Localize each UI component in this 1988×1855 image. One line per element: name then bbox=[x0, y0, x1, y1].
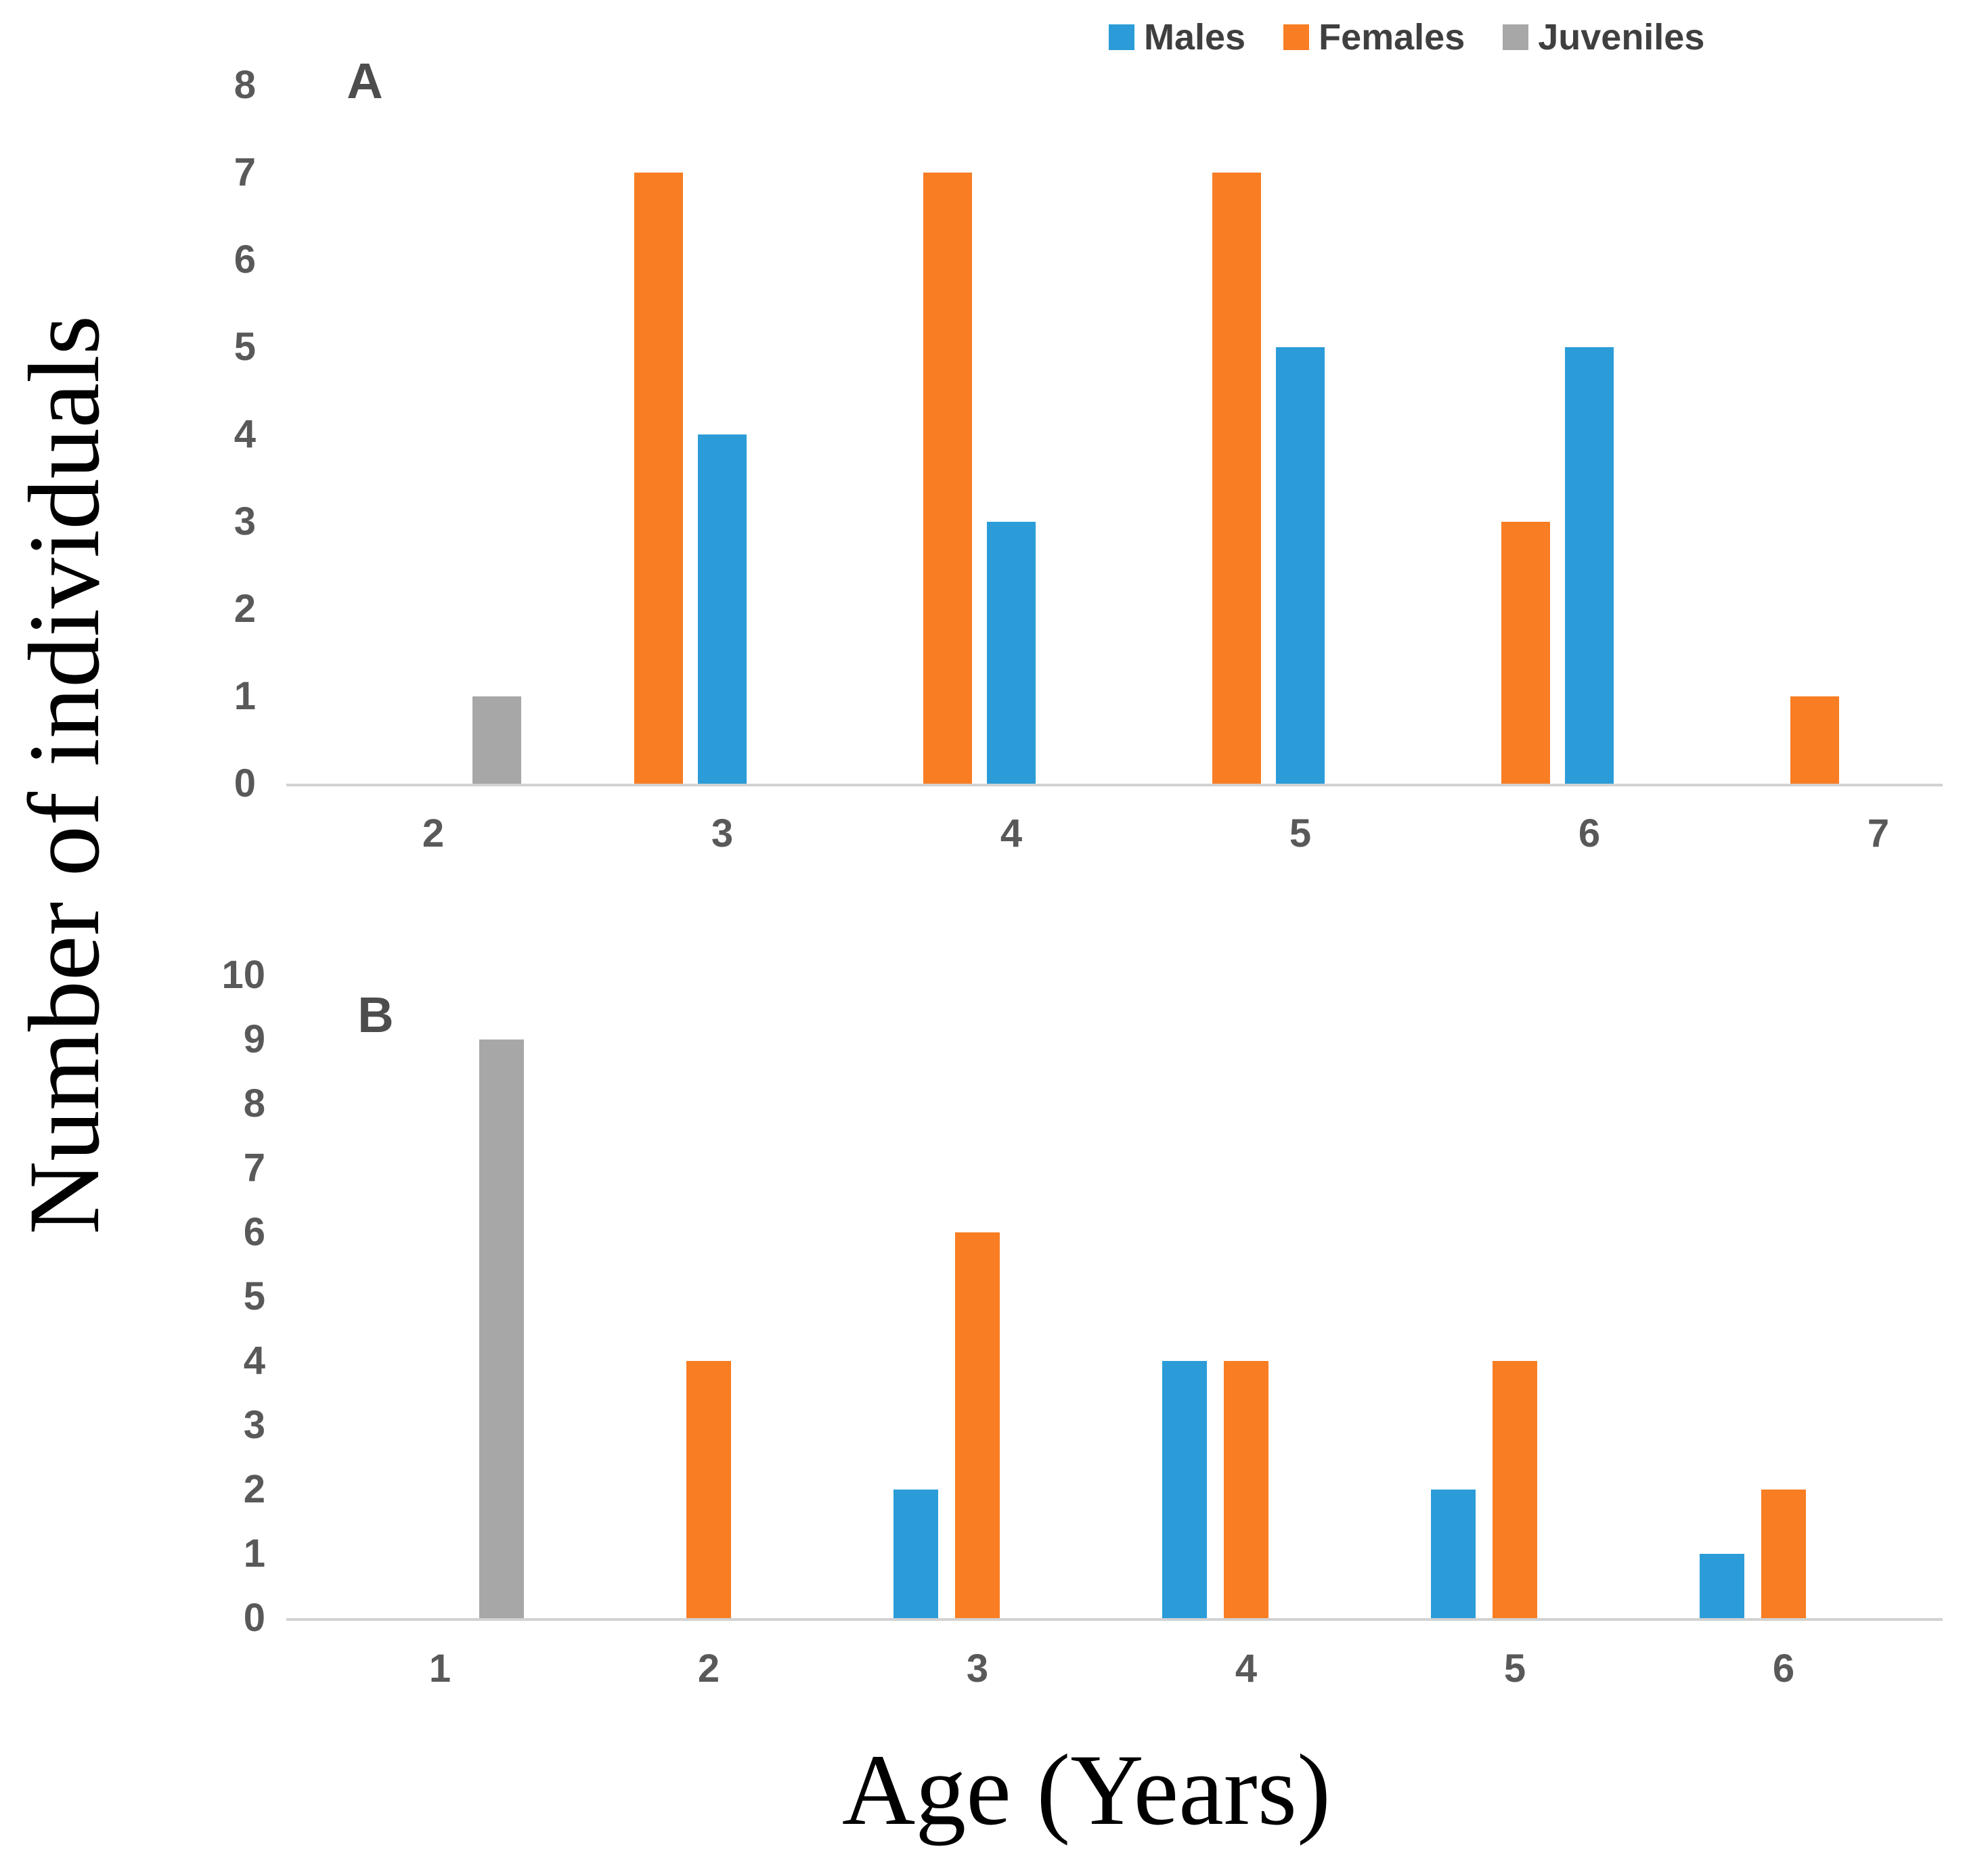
y-tick-label-b-0: 0 bbox=[243, 1596, 265, 1640]
bar-females-age-4 bbox=[1224, 1361, 1268, 1618]
x-tick-label-a-2: 2 bbox=[422, 811, 445, 855]
bar-females-age-5 bbox=[1212, 173, 1261, 784]
bar-females-age-3 bbox=[634, 173, 683, 784]
y-tick-label-b-8: 8 bbox=[243, 1081, 265, 1125]
legend-label-females: Females bbox=[1319, 17, 1465, 58]
x-tick-label-a-7: 7 bbox=[1867, 811, 1890, 855]
x-tick-label-b-5: 5 bbox=[1503, 1647, 1526, 1691]
chart-legend: Males Females Juveniles bbox=[1109, 19, 1704, 55]
legend-item-juveniles: Juveniles bbox=[1503, 19, 1704, 55]
bar-males-age-5 bbox=[1431, 1490, 1476, 1618]
y-tick-label-b-9: 9 bbox=[243, 1017, 265, 1061]
x-tick-label-a-5: 5 bbox=[1289, 811, 1312, 855]
bar-males-age-5 bbox=[1276, 347, 1325, 784]
panel-letter-b: B bbox=[357, 987, 394, 1043]
bar-males-age-6 bbox=[1700, 1554, 1744, 1618]
y-tick-label-a-6: 6 bbox=[234, 238, 256, 282]
y-tick-label-a-5: 5 bbox=[234, 325, 256, 369]
x-tick-label-a-4: 4 bbox=[1000, 811, 1023, 855]
y-tick-label-b-2: 2 bbox=[243, 1467, 265, 1511]
x-tick-label-a-6: 6 bbox=[1578, 811, 1601, 855]
x-tick-label-b-4: 4 bbox=[1235, 1647, 1258, 1691]
y-tick-label-b-4: 4 bbox=[243, 1339, 265, 1383]
legend-label-males: Males bbox=[1144, 17, 1246, 58]
bar-juveniles-age-2 bbox=[472, 696, 521, 784]
bar-males-age-6 bbox=[1565, 347, 1614, 784]
bar-females-age-2 bbox=[686, 1361, 731, 1618]
bar-males-age-3 bbox=[698, 434, 747, 784]
y-tick-label-a-0: 0 bbox=[234, 761, 256, 805]
legend-swatch-males-icon bbox=[1109, 24, 1134, 50]
y-tick-label-b-1: 1 bbox=[243, 1532, 265, 1575]
bar-males-age-4 bbox=[987, 522, 1036, 784]
bar-females-age-6 bbox=[1501, 522, 1550, 784]
panel-letter-a: A bbox=[347, 53, 383, 109]
y-tick-label-a-7: 7 bbox=[234, 150, 256, 194]
x-axis-line-b bbox=[286, 1618, 1943, 1621]
y-tick-label-a-2: 2 bbox=[234, 587, 256, 631]
y-tick-label-b-10: 10 bbox=[221, 953, 265, 997]
y-tick-label-b-7: 7 bbox=[243, 1146, 265, 1190]
legend-item-females: Females bbox=[1283, 19, 1465, 55]
bar-females-age-7 bbox=[1790, 696, 1839, 784]
y-tick-label-b-3: 3 bbox=[243, 1403, 265, 1447]
y-axis-title: Number of individuals bbox=[8, 315, 120, 1235]
y-tick-label-a-1: 1 bbox=[234, 674, 256, 718]
y-tick-label-b-5: 5 bbox=[243, 1274, 265, 1318]
bar-females-age-5 bbox=[1493, 1361, 1537, 1618]
x-tick-label-b-1: 1 bbox=[428, 1647, 451, 1691]
x-tick-label-a-3: 3 bbox=[711, 811, 734, 855]
x-tick-label-b-3: 3 bbox=[966, 1647, 989, 1691]
x-tick-label-b-2: 2 bbox=[697, 1647, 720, 1691]
bar-females-age-6 bbox=[1761, 1490, 1806, 1618]
y-tick-label-a-4: 4 bbox=[234, 412, 256, 456]
bar-males-age-3 bbox=[893, 1490, 938, 1618]
y-tick-label-a-8: 8 bbox=[234, 63, 256, 107]
y-tick-label-a-3: 3 bbox=[234, 499, 256, 543]
bar-juveniles-age-1 bbox=[479, 1040, 524, 1618]
x-tick-label-b-6: 6 bbox=[1772, 1647, 1795, 1691]
x-axis-line-a bbox=[286, 784, 1943, 786]
x-axis-title: Age (Years) bbox=[841, 1734, 1331, 1846]
y-tick-label-b-6: 6 bbox=[243, 1210, 265, 1254]
legend-label-juveniles: Juveniles bbox=[1538, 17, 1705, 58]
legend-swatch-juveniles-icon bbox=[1503, 24, 1529, 50]
legend-swatch-females-icon bbox=[1283, 24, 1310, 50]
legend-item-males: Males bbox=[1109, 19, 1245, 55]
bar-males-age-4 bbox=[1162, 1361, 1207, 1618]
bar-females-age-3 bbox=[955, 1232, 1000, 1618]
bar-females-age-4 bbox=[923, 173, 972, 784]
